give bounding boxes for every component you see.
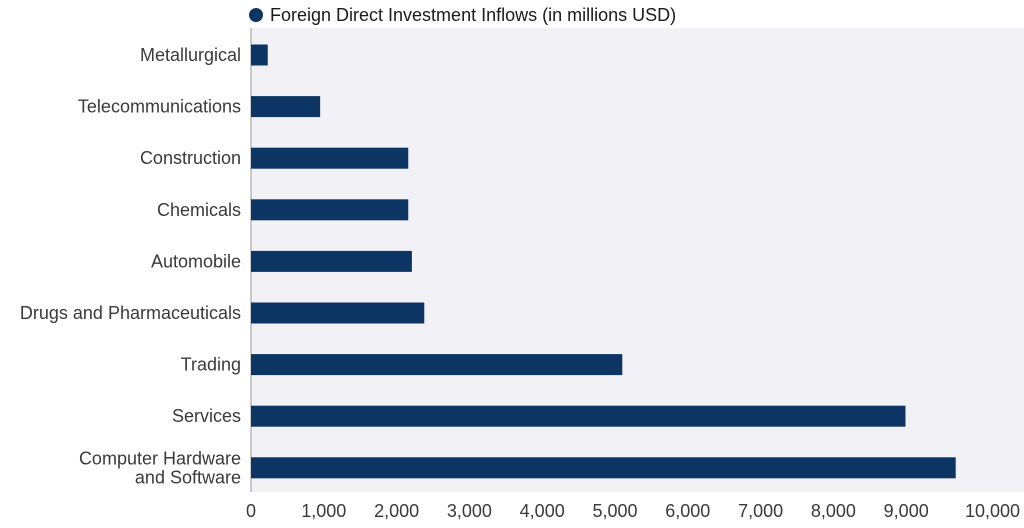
- x-tick-label: 3,000: [447, 501, 492, 521]
- x-tick-label: 10,000: [965, 501, 1020, 521]
- category-label: Metallurgical: [140, 45, 241, 65]
- bar: [251, 147, 409, 169]
- x-tick-label: 8,000: [811, 501, 856, 521]
- category-label: Trading: [181, 355, 241, 375]
- bar: [251, 405, 906, 427]
- chart-legend: Foreign Direct Investment Inflows (in mi…: [249, 4, 676, 26]
- category-label: Chemicals: [157, 200, 241, 220]
- bar: [251, 44, 268, 66]
- legend-swatch: [249, 8, 263, 22]
- bar: [251, 250, 412, 272]
- x-tick-label: 5,000: [592, 501, 637, 521]
- x-tick-label: 0: [246, 501, 256, 521]
- x-tick-label: 4,000: [520, 501, 565, 521]
- bar: [251, 354, 623, 376]
- category-label: Services: [172, 406, 241, 426]
- legend-label: Foreign Direct Investment Inflows (in mi…: [270, 4, 677, 25]
- bar: [251, 199, 409, 221]
- x-tick-label: 2,000: [374, 501, 419, 521]
- x-tick-label: 1,000: [301, 501, 346, 521]
- category-label: Computer Hardware and Software: [79, 448, 241, 487]
- bar: [251, 457, 956, 479]
- bar: [251, 96, 321, 118]
- bar: [251, 302, 425, 324]
- x-tick-label: 6,000: [665, 501, 710, 521]
- category-label: Automobile: [151, 251, 241, 271]
- category-label: Telecommunications: [78, 97, 241, 117]
- x-tick-label: 7,000: [738, 501, 783, 521]
- category-label: Construction: [140, 148, 241, 168]
- category-label: Drugs and Pharmaceuticals: [20, 303, 241, 323]
- x-tick-label: 9,000: [884, 501, 929, 521]
